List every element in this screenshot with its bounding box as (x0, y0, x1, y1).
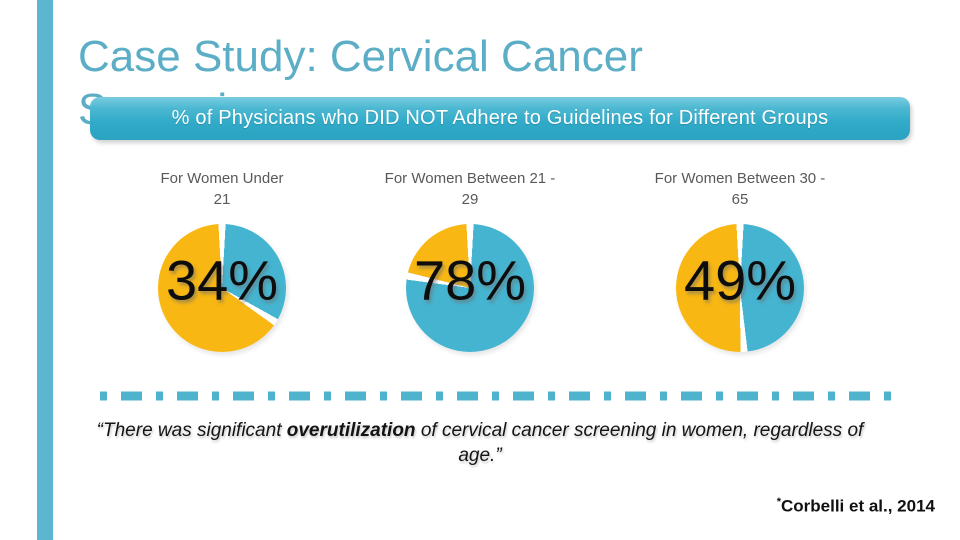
citation-text: Corbelli et al., 2014 (780, 496, 935, 516)
pie-column-30-65: For Women Between 30 - 65 49% (618, 168, 862, 352)
pie-column-under-21: For Women Under 21 34% (100, 168, 344, 352)
pie-graphic (676, 224, 804, 352)
header-line2: 21 (213, 191, 231, 208)
pie-percent-label: 49% (683, 248, 797, 312)
dashed-divider-line (100, 391, 900, 401)
citation: *Corbelli et al., 2014 (777, 496, 935, 517)
quote-suffix: of cervical cancer screening in women, r… (415, 420, 864, 466)
header-line2: 65 (731, 191, 749, 208)
header-line1: For Women Between 21 - (384, 170, 556, 187)
pie-column-21-29: For Women Between 21 - 29 78% (348, 168, 592, 352)
pie-chart-30-65: 49% (676, 224, 804, 352)
pie-graphic (158, 224, 286, 352)
header-line2: 29 (461, 191, 479, 208)
chart-title-banner: % of Physicians who DID NOT Adhere to Gu… (90, 97, 910, 140)
citation-asterisk: * (776, 496, 781, 508)
pie-percent-label: 78% (413, 248, 527, 312)
quote-bold-word: overutilization (286, 420, 416, 441)
pie-graphic (406, 224, 534, 352)
pie-column-header: For Women Between 21 - 29 (348, 168, 592, 210)
pie-column-header: For Women Under 21 (100, 168, 344, 210)
pie-chart-21-29: 78% (406, 224, 534, 352)
pie-column-header: For Women Between 30 - 65 (618, 168, 862, 210)
quote-text: “There was significant overutilization o… (80, 418, 880, 468)
header-line1: For Women Between 30 - (654, 170, 826, 187)
pie-percent-label: 34% (165, 248, 279, 312)
chart-title-text: % of Physicians who DID NOT Adhere to Gu… (171, 107, 829, 129)
quote-prefix: “There was significant (96, 420, 287, 441)
left-accent-bar (37, 0, 53, 540)
header-line1: For Women Under (160, 170, 284, 187)
pie-chart-under-21: 34% (158, 224, 286, 352)
